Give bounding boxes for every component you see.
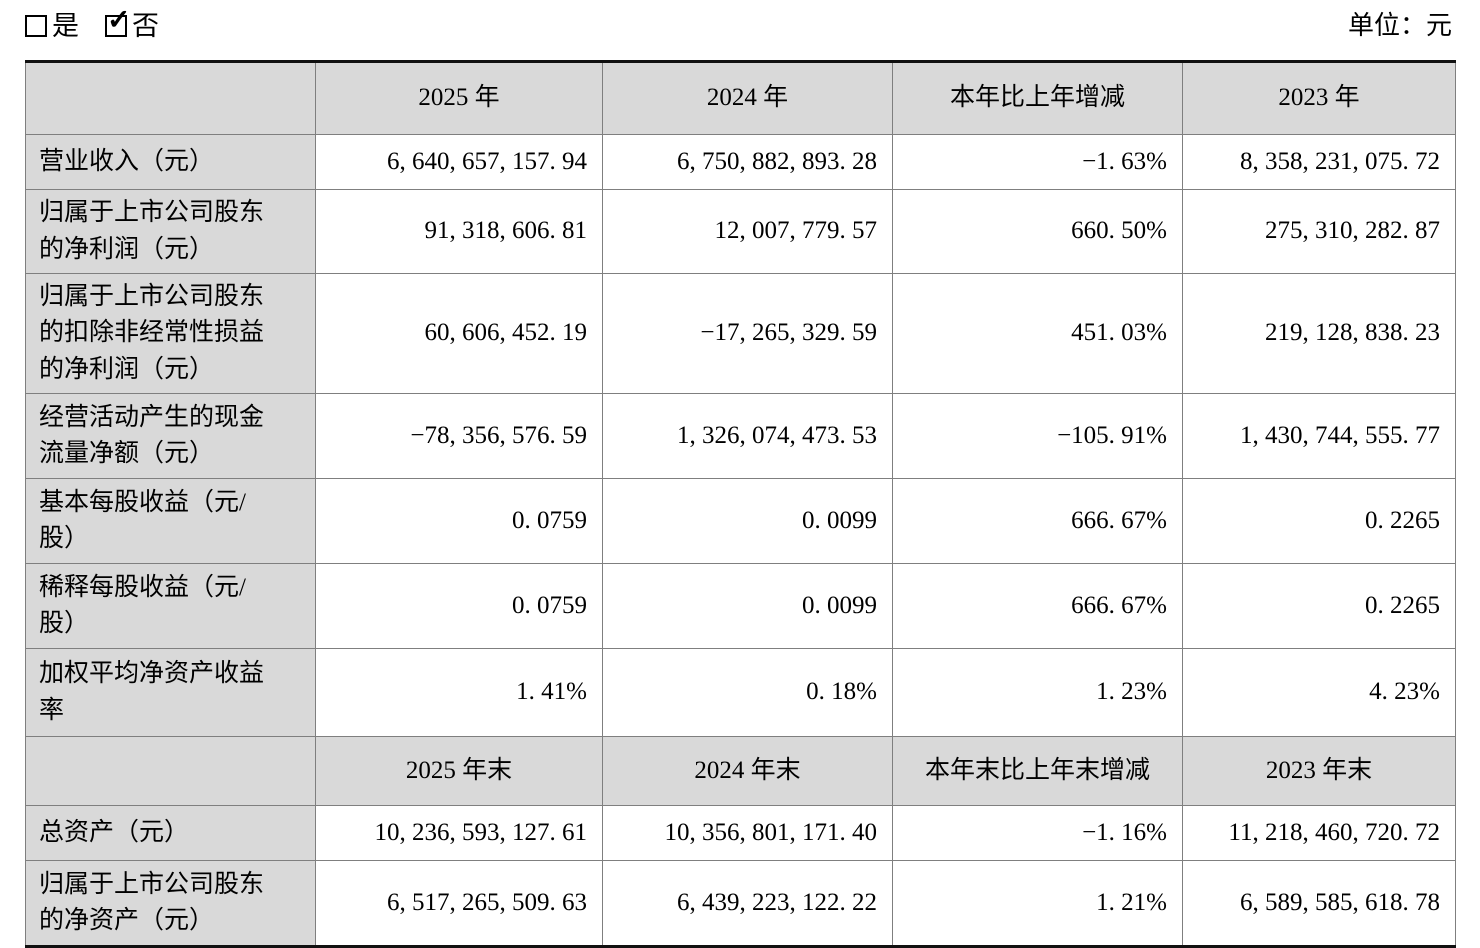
- row-total-assets: 总资产（元） 10, 236, 593, 127. 61 10, 356, 80…: [25, 805, 1456, 861]
- cell-2025: 60, 606, 452. 19: [315, 273, 603, 394]
- cell-2023: 219, 128, 838. 23: [1182, 273, 1456, 394]
- cell-2024: 1, 326, 074, 473. 53: [602, 393, 893, 479]
- cell-2024: 6, 750, 882, 893. 28: [602, 134, 893, 190]
- row-net-assets-attributable: 归属于上市公司股东 的净资产（元） 6, 517, 265, 509. 63 6…: [25, 860, 1456, 947]
- cell-change: −1. 16%: [892, 805, 1183, 861]
- cell-2025: 10, 236, 593, 127. 61: [315, 805, 603, 861]
- row-net-profit-deducting-non-recurring: 归属于上市公司股东 的扣除非经常性损益 的净利润（元） 60, 606, 452…: [25, 273, 1456, 394]
- header-2023: 2023 年: [1182, 61, 1456, 135]
- cell-2025: 6, 640, 657, 157. 94: [315, 134, 603, 190]
- cell-2024: 6, 439, 223, 122. 22: [602, 860, 893, 947]
- cell-2023: 8, 358, 231, 075. 72: [1182, 134, 1456, 190]
- cell-2025: 6, 517, 265, 509. 63: [315, 860, 603, 947]
- row-operating-revenue: 营业收入（元） 6, 640, 657, 157. 94 6, 750, 882…: [25, 134, 1456, 190]
- cell-change: −1. 63%: [892, 134, 1183, 190]
- cell-2024: −17, 265, 329. 59: [602, 273, 893, 394]
- cell-2023: 0. 2265: [1182, 563, 1456, 649]
- unit-label: 单位：元: [1347, 11, 1452, 40]
- cell-2023: 11, 218, 460, 720. 72: [1182, 805, 1456, 861]
- cell-2025: −78, 356, 576. 59: [315, 393, 603, 479]
- row-label: 稀释每股收益（元/ 股）: [25, 563, 316, 649]
- yes-checkbox[interactable]: [25, 15, 47, 37]
- no-checkbox-label: 否: [132, 11, 159, 41]
- header-2025: 2025 年: [315, 61, 603, 135]
- period-header-row: 2025 年 2024 年 本年比上年增减 2023 年: [25, 61, 1456, 135]
- row-label: 总资产（元）: [25, 805, 316, 861]
- cell-2023: 275, 310, 282. 87: [1182, 189, 1456, 274]
- key-financials-table: 2025 年 2024 年 本年比上年增减 2023 年 营业收入（元） 6, …: [25, 60, 1456, 948]
- header-2025-end: 2025 年末: [315, 736, 603, 806]
- cell-change: −105. 91%: [892, 393, 1183, 479]
- cell-2023: 0. 2265: [1182, 478, 1456, 564]
- cell-change: 1. 23%: [892, 648, 1183, 737]
- cell-2024: 12, 007, 779. 57: [602, 189, 893, 274]
- cell-2023: 1, 430, 744, 555. 77: [1182, 393, 1456, 479]
- blank-header-cell: [25, 61, 316, 135]
- yes-checkbox-label: 是: [52, 11, 79, 41]
- row-basic-eps: 基本每股收益（元/ 股） 0. 0759 0. 0099 666. 67% 0.…: [25, 478, 1456, 564]
- row-label: 基本每股收益（元/ 股）: [25, 478, 316, 564]
- cell-change: 666. 67%: [892, 563, 1183, 649]
- cell-change: 451. 03%: [892, 273, 1183, 394]
- cell-2023: 6, 589, 585, 618. 78: [1182, 860, 1456, 947]
- endpoint-header-row: 2025 年末 2024 年末 本年末比上年末增减 2023 年末: [25, 736, 1456, 806]
- check-icon: ✓: [107, 5, 131, 36]
- yes-no-checkbox-group: 是 ✓ 否: [25, 7, 159, 44]
- blank-header-cell: [25, 736, 316, 806]
- row-net-profit-attributable: 归属于上市公司股东 的净利润（元） 91, 318, 606. 81 12, 0…: [25, 189, 1456, 274]
- header-2023-end: 2023 年末: [1182, 736, 1456, 806]
- row-label: 归属于上市公司股东 的扣除非经常性损益 的净利润（元）: [25, 273, 316, 394]
- cell-2024: 10, 356, 801, 171. 40: [602, 805, 893, 861]
- cell-2025: 1. 41%: [315, 648, 603, 737]
- cell-2025: 0. 0759: [315, 478, 603, 564]
- row-diluted-eps: 稀释每股收益（元/ 股） 0. 0759 0. 0099 666. 67% 0.…: [25, 563, 1456, 649]
- row-label: 归属于上市公司股东 的净资产（元）: [25, 860, 316, 947]
- no-checkbox[interactable]: ✓: [105, 7, 130, 37]
- cell-change: 660. 50%: [892, 189, 1183, 274]
- header-yoy-change: 本年比上年增减: [892, 61, 1183, 135]
- row-label: 加权平均净资产收益 率: [25, 648, 316, 737]
- row-operating-cash-flow: 经营活动产生的现金 流量净额（元） −78, 356, 576. 59 1, 3…: [25, 393, 1456, 479]
- checkbox-item-yes: 是: [25, 8, 79, 44]
- cell-2025: 0. 0759: [315, 563, 603, 649]
- top-bar: 是 ✓ 否 单位：元: [0, 0, 1480, 52]
- row-weighted-avg-roe: 加权平均净资产收益 率 1. 41% 0. 18% 1. 23% 4. 23%: [25, 648, 1456, 737]
- cell-2024: 0. 0099: [602, 478, 893, 564]
- header-2024-end: 2024 年末: [602, 736, 893, 806]
- cell-2024: 0. 18%: [602, 648, 893, 737]
- cell-change: 666. 67%: [892, 478, 1183, 564]
- row-label: 营业收入（元）: [25, 134, 316, 190]
- checkbox-item-no: ✓ 否: [105, 7, 159, 44]
- cell-change: 1. 21%: [892, 860, 1183, 947]
- row-label: 归属于上市公司股东 的净利润（元）: [25, 189, 316, 274]
- row-label: 经营活动产生的现金 流量净额（元）: [25, 393, 316, 479]
- cell-2024: 0. 0099: [602, 563, 893, 649]
- header-end-change: 本年末比上年末增减: [892, 736, 1183, 806]
- header-2024: 2024 年: [602, 61, 893, 135]
- cell-2023: 4. 23%: [1182, 648, 1456, 737]
- cell-2025: 91, 318, 606. 81: [315, 189, 603, 274]
